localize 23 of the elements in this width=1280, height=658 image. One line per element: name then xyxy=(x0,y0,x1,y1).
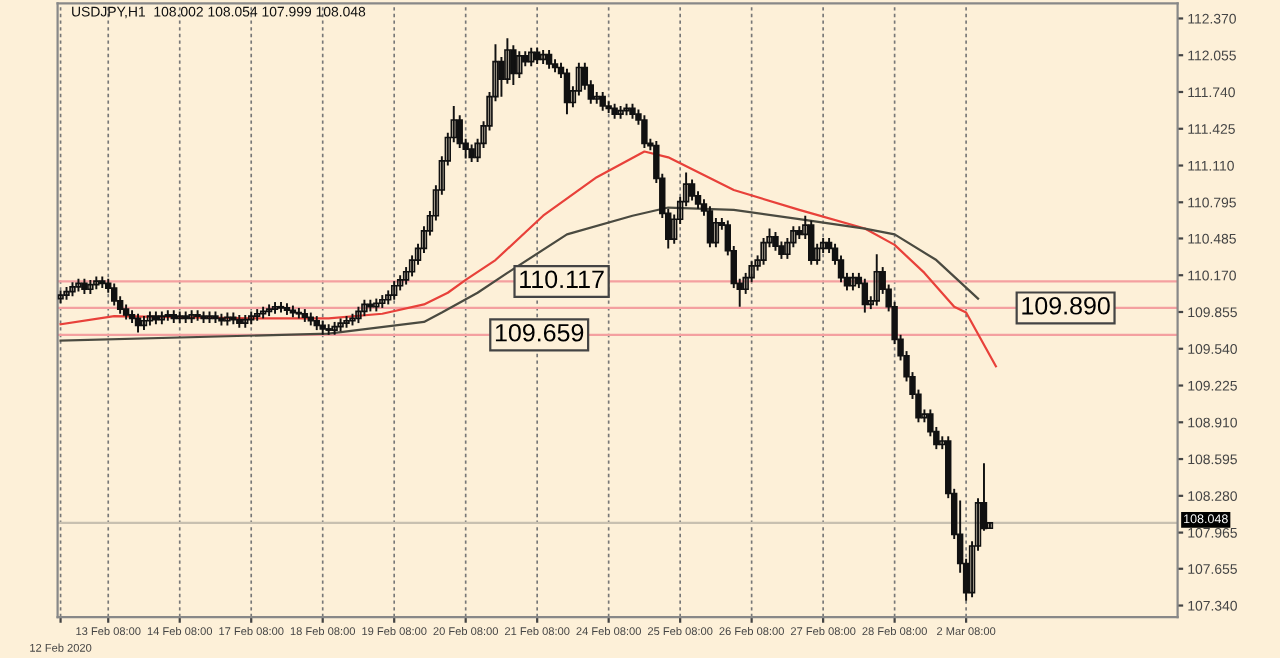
candlestick xyxy=(510,44,517,86)
candlestick xyxy=(545,49,553,70)
candlestick xyxy=(712,217,720,249)
candlestick xyxy=(706,205,714,249)
candlestick xyxy=(599,91,606,112)
candlestick xyxy=(772,231,779,252)
candlestick xyxy=(760,236,767,266)
candlestick xyxy=(563,67,571,116)
candlestick xyxy=(516,50,523,79)
candlestick xyxy=(527,46,535,68)
candlestick xyxy=(861,277,869,314)
candlestick xyxy=(110,282,118,307)
ref-line-label: 109.890 xyxy=(1022,296,1110,315)
candlestick xyxy=(134,312,142,334)
candlestick xyxy=(688,178,696,202)
ref-line-label: 109.659 xyxy=(495,323,584,342)
candlestick xyxy=(390,280,398,301)
ref-line-label: 110.117 xyxy=(520,270,604,289)
line-series xyxy=(59,206,980,342)
line-series xyxy=(59,150,998,368)
candlestick xyxy=(873,253,880,307)
candlestick xyxy=(641,114,648,149)
candlestick xyxy=(807,219,815,266)
